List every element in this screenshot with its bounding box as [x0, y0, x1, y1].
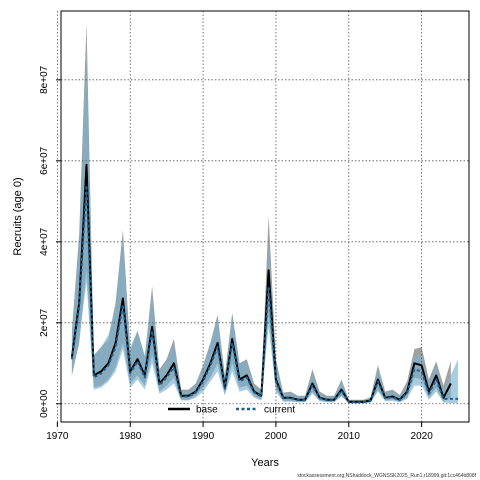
series-line-current [70, 184, 459, 404]
legend: base current [168, 405, 295, 416]
series-lines [70, 163, 459, 404]
source-footnote: stockassessment.org,NShaddock_WGNSSK2025… [297, 473, 476, 479]
y-tick-label-4: 8e+07 [39, 65, 50, 94]
series-line-base [70, 163, 452, 403]
x-tick-label-2000: 2000 [265, 431, 288, 442]
x-axis: 1970 1980 1990 2000 2010 2020 [46, 422, 433, 442]
y-axis-title: Recruits (age 0) [12, 177, 24, 255]
x-axis-title: Years [251, 457, 279, 469]
y-tick-label-0: 0e+00 [39, 389, 50, 418]
y-tick-label-1: 2e+07 [39, 308, 50, 337]
y-tick-label-2: 4e+07 [39, 227, 50, 256]
x-tick-label-2020: 2020 [411, 431, 434, 442]
x-tick-label-1970: 1970 [46, 431, 69, 442]
y-tick-label-3: 6e+07 [39, 146, 50, 175]
y-axis: 0e+00 2e+07 4e+07 6e+07 8e+07 [39, 65, 61, 418]
x-tick-label-1980: 1980 [119, 431, 142, 442]
x-tick-label-2010: 2010 [338, 431, 361, 442]
legend-label-base: base [196, 405, 218, 416]
x-tick-label-1990: 1990 [192, 431, 215, 442]
plot-area-frame [60, 10, 470, 423]
legend-label-current: current [264, 405, 295, 416]
